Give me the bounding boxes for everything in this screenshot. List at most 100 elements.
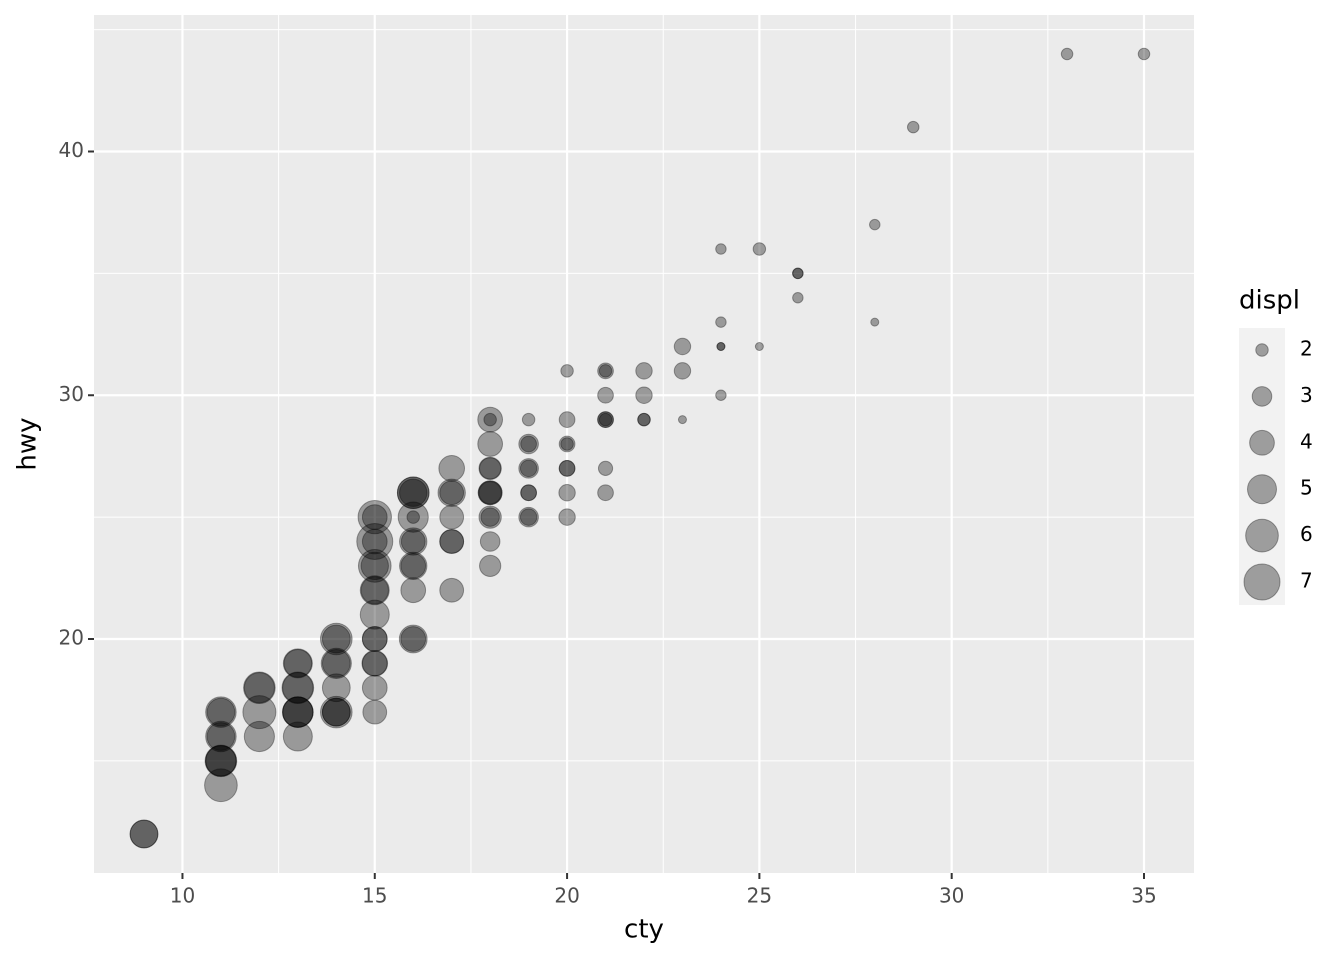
point (320, 647, 352, 679)
point (129, 819, 159, 849)
point (357, 549, 392, 583)
legend-label: 6 (1300, 522, 1313, 546)
point (477, 406, 504, 433)
point (282, 696, 314, 728)
point (752, 242, 767, 256)
point (396, 476, 430, 510)
point (282, 696, 314, 728)
point (242, 695, 277, 730)
point (398, 624, 428, 654)
point (598, 412, 613, 427)
point (597, 411, 614, 428)
point (361, 650, 388, 677)
point (716, 342, 726, 351)
legend-label: 7 (1300, 569, 1313, 593)
point (400, 529, 426, 554)
panel (94, 15, 1194, 873)
point (558, 508, 576, 526)
point (399, 551, 428, 581)
point (204, 768, 238, 803)
point (558, 484, 576, 502)
point (715, 316, 727, 328)
legend-keys (1239, 328, 1285, 605)
point (400, 577, 427, 604)
legend-key (1255, 343, 1269, 357)
point (361, 626, 388, 652)
point (597, 484, 614, 502)
point (361, 626, 388, 652)
y-axis-title: hwy (13, 417, 43, 470)
point (281, 671, 315, 705)
point (521, 412, 536, 427)
legend-key (1243, 563, 1281, 601)
point (129, 819, 159, 849)
point (439, 529, 465, 554)
y-tick-label: 40 (59, 138, 84, 162)
point (400, 626, 427, 652)
point (597, 460, 614, 476)
point (360, 576, 389, 605)
point (400, 553, 427, 579)
point (558, 460, 576, 477)
legend-label: 3 (1300, 383, 1313, 407)
point (282, 648, 313, 679)
point (206, 722, 236, 751)
legend-key (1249, 429, 1275, 456)
point (361, 504, 388, 530)
point (518, 433, 539, 455)
point (479, 554, 502, 578)
y-tick-label: 30 (59, 382, 84, 406)
point (1060, 47, 1074, 61)
point (673, 337, 692, 356)
point (477, 480, 503, 506)
point (754, 342, 764, 351)
point (283, 648, 313, 678)
point (399, 478, 428, 507)
legend-label: 2 (1300, 337, 1313, 361)
point (560, 364, 574, 378)
point (597, 362, 614, 380)
point (558, 435, 576, 453)
point (519, 508, 538, 526)
legend-key (1245, 518, 1279, 553)
point (870, 317, 880, 327)
point (478, 456, 502, 481)
point (321, 697, 351, 727)
legend-key (1247, 474, 1277, 505)
point (792, 267, 804, 280)
point (558, 460, 576, 477)
point (518, 458, 539, 479)
point (479, 457, 502, 480)
point (357, 499, 392, 535)
point (792, 267, 804, 280)
point (869, 218, 881, 231)
point (637, 412, 651, 427)
point (396, 476, 430, 510)
point (321, 697, 351, 727)
point (282, 671, 314, 704)
point (282, 696, 314, 728)
point (906, 120, 920, 134)
legend-title: displ (1239, 286, 1300, 316)
point (439, 529, 465, 554)
point (439, 577, 465, 603)
point (479, 531, 501, 552)
point (320, 695, 353, 729)
point (243, 720, 275, 753)
y-tick-label: 20 (59, 626, 84, 650)
point (321, 648, 351, 678)
point (362, 699, 388, 725)
point (359, 575, 390, 606)
point (320, 622, 353, 656)
point (520, 484, 537, 502)
point (792, 292, 804, 304)
point (483, 412, 497, 427)
legend-label: 4 (1300, 429, 1313, 453)
point (406, 510, 420, 524)
point (205, 745, 237, 777)
point (478, 505, 502, 529)
point (439, 480, 465, 506)
point (399, 527, 428, 556)
point (282, 721, 313, 752)
